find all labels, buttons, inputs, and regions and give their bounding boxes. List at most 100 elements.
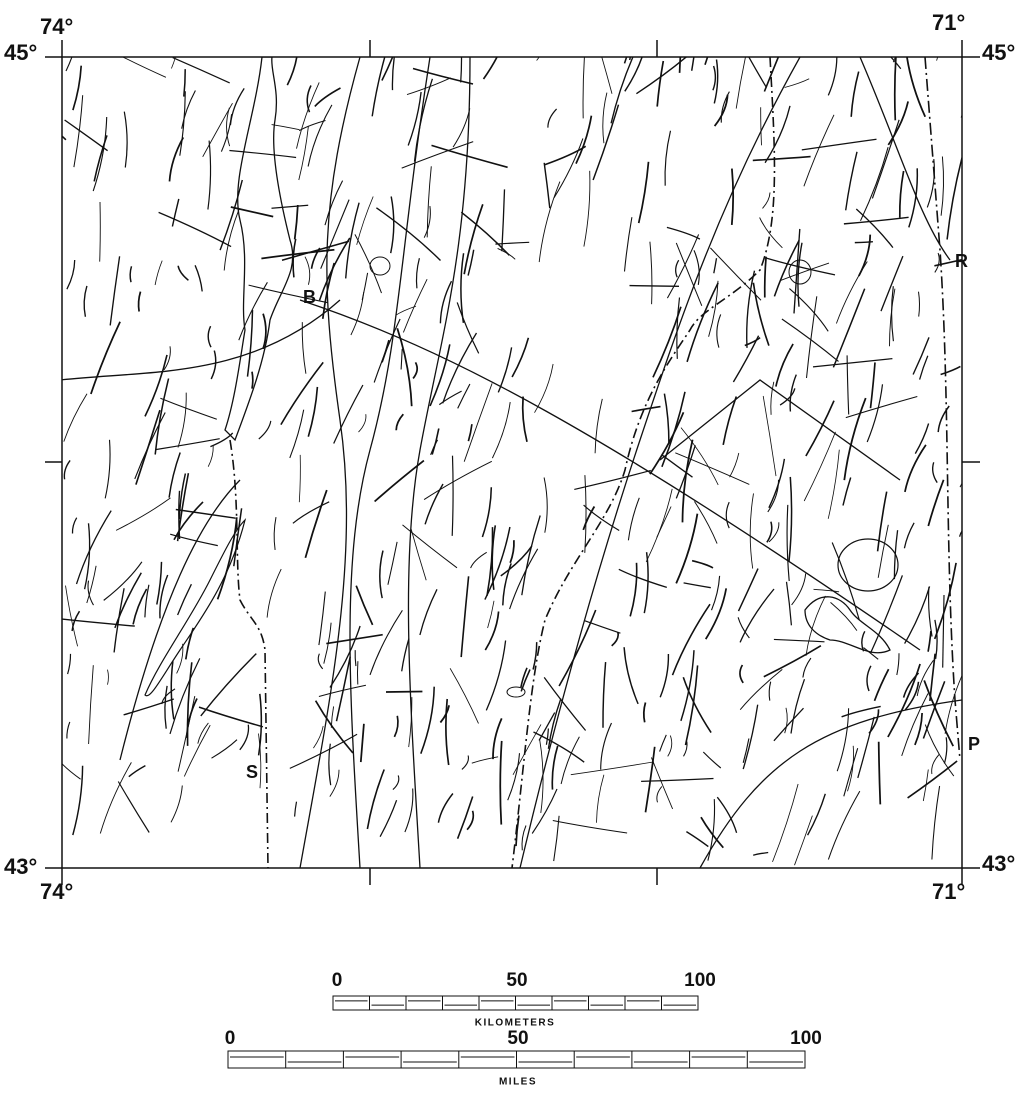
lineament (923, 681, 944, 738)
lineament (717, 314, 721, 347)
lineament (730, 453, 739, 477)
lineament (928, 631, 931, 652)
lineament (171, 786, 182, 823)
lineament (510, 540, 514, 563)
lineament (828, 54, 837, 96)
lineament (597, 775, 604, 823)
lineament (533, 642, 537, 669)
lineament (929, 587, 933, 637)
lineament (392, 33, 399, 91)
lineament (900, 171, 904, 218)
lineament (692, 561, 713, 568)
lineament (625, 217, 632, 271)
lineament (612, 632, 618, 646)
lineament (736, 52, 746, 108)
lineament (895, 41, 897, 120)
lineament (933, 462, 938, 482)
lineament (680, 18, 684, 73)
lineament (438, 794, 453, 823)
lineament (68, 654, 71, 674)
lineament (906, 49, 925, 117)
lineament (861, 147, 889, 221)
place-label: R (955, 251, 968, 271)
lineament (500, 741, 501, 825)
lineament (714, 258, 717, 273)
lineament (91, 322, 120, 394)
lineament (169, 453, 180, 498)
lineament (664, 394, 669, 444)
lineament (782, 319, 839, 361)
lineament (135, 413, 165, 479)
lineament (892, 286, 894, 341)
lineament (145, 355, 167, 417)
lineament (705, 0, 724, 65)
lineament (359, 414, 366, 432)
lineament (847, 355, 849, 414)
lineament (450, 668, 478, 723)
lineament (753, 853, 768, 856)
lineament (199, 707, 263, 727)
lineament (814, 589, 840, 592)
lineament (486, 641, 505, 711)
lineament (195, 265, 202, 291)
lineament (211, 351, 216, 379)
lineament (130, 266, 131, 282)
lineament (683, 440, 693, 523)
lineament (585, 621, 621, 633)
lineament (319, 592, 325, 646)
lineament (657, 61, 663, 107)
lineament (295, 205, 298, 239)
lineament (864, 648, 879, 660)
lineament (482, 487, 491, 537)
lineament (105, 440, 110, 499)
lineament (935, 253, 939, 272)
lineament (461, 576, 468, 657)
lineament (305, 257, 310, 285)
lineament (676, 260, 679, 277)
lineament (498, 248, 516, 259)
lineament (177, 644, 183, 674)
lineament (576, 116, 591, 164)
lineament (160, 398, 216, 419)
lineament (212, 740, 238, 759)
lineament (660, 654, 668, 697)
lineament (833, 289, 864, 368)
lineament (115, 573, 141, 628)
lineament (308, 387, 317, 437)
lineament (619, 569, 667, 587)
lineament (650, 242, 652, 305)
longitude-label: 74° (40, 14, 73, 39)
lineament (413, 362, 417, 378)
major-lineament (60, 300, 340, 380)
lineament (508, 753, 520, 800)
lineament (905, 445, 926, 492)
lineament (947, 158, 962, 240)
lineament (523, 397, 527, 442)
lineament (802, 139, 877, 150)
lineament (272, 125, 300, 130)
longitude-label: 71° (932, 10, 965, 35)
lineament (452, 456, 453, 536)
lineament (769, 682, 771, 701)
lineament (462, 756, 469, 770)
longitude-label: 74° (40, 879, 73, 904)
lineament (425, 484, 443, 524)
lineament (667, 227, 700, 239)
lineament (927, 159, 934, 207)
lineament (331, 706, 333, 727)
lineament (703, 752, 721, 768)
lineament (416, 258, 419, 288)
lineament (295, 802, 297, 817)
lineament (767, 522, 772, 543)
lineament (512, 338, 528, 377)
lineament (630, 0, 656, 60)
major-lineament (660, 380, 900, 480)
lineament (837, 708, 848, 771)
lineament (201, 654, 256, 716)
lineament (66, 586, 78, 647)
lineament (320, 238, 350, 301)
lineament (787, 505, 789, 581)
lineament (380, 551, 383, 599)
lineament (375, 461, 424, 502)
lineament (743, 705, 758, 769)
